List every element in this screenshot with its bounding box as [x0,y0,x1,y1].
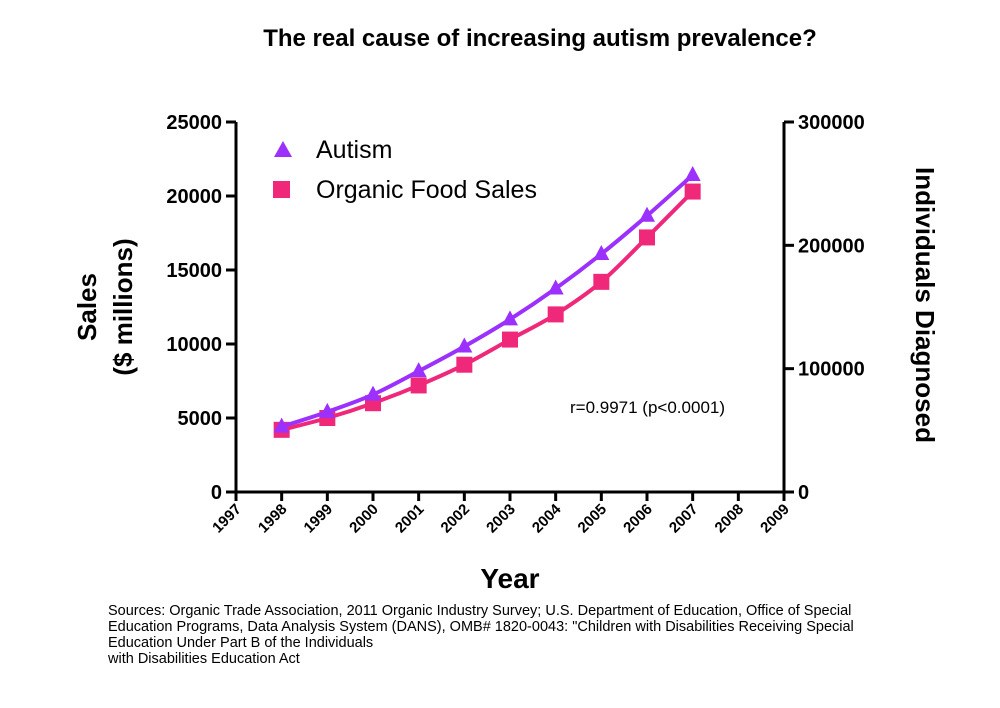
data-point-autism [410,362,427,378]
x-tick-label: 1997 [209,501,245,537]
x-ticks: 1997 1998 1999 2000 2001 2002 2003 2004 2005 2006… [209,492,793,536]
right-tick-label: 300000 [798,112,865,134]
sources-line-3: Education Under Part B of the Individual… [108,635,374,651]
data-point-organic-food-sales [410,377,427,394]
x-tick-label: 2005 [575,501,611,537]
left-tick-label: 0 [211,482,222,504]
left-tick-label: 25000 [166,112,222,134]
x-tick-label: 2004 [529,500,565,536]
left-tick-label: 15000 [166,260,222,282]
data-point-organic-food-sales [684,183,701,200]
data-point-organic-food-sales [456,356,473,373]
sources-note: Sources: Organic Trade Association, 2011… [108,603,988,667]
x-tick-label: 1998 [255,501,291,537]
left-tick-label: 10000 [166,334,222,356]
x-tick-label: 2007 [666,501,702,537]
legend-autism-label: Autism [316,136,392,164]
data-point-autism [547,279,564,295]
x-tick-label: 2002 [438,501,474,537]
chart: The real cause of increasing autism prev… [72,25,940,594]
x-tick-label: 2008 [712,501,748,537]
legend-organic-label: Organic Food Sales [316,176,537,204]
right-tick-label: 100000 [798,359,865,381]
y-axis-label-left-line2: ($ millions) [108,238,138,375]
y-axis-label-right: Individuals Diagnosed [910,167,940,443]
legend-organic-marker [273,181,290,198]
right-ticks: 0 100000 200000 300000 [784,112,865,504]
data-point-autism [456,337,473,353]
x-tick-label: 2006 [620,501,656,537]
right-tick-label: 200000 [798,235,865,257]
y-axis-label-left-line1: Sales [72,273,102,341]
right-tick-label: 0 [798,482,809,504]
x-tick-label: 1999 [301,501,337,537]
data-point-organic-food-sales [547,306,564,323]
data-point-organic-food-sales [593,273,610,290]
sources-line-4: with Disabilities Education Act [108,651,300,667]
series-line-organic-food-sales [281,190,695,432]
chart-title: The real cause of increasing autism prev… [263,25,817,52]
x-tick-label: 2000 [346,501,382,537]
x-tick-label: 2003 [483,501,519,537]
left-tick-label: 20000 [166,186,222,208]
data-point-autism [502,310,518,326]
left-tick-label: 5000 [178,408,223,430]
sources-line-1: Sources: Organic Trade Association, 2011… [108,603,852,619]
data-point-autism [319,402,336,418]
data-point-organic-food-sales [639,229,655,246]
data-point-autism [639,206,655,222]
series-line-autism [281,173,694,429]
correlation-annotation: r=0.9971 (p<0.0001) [570,398,725,417]
x-tick-label: 2001 [392,501,428,537]
legend-autism-marker [274,141,292,157]
data-point-autism [273,417,290,433]
series-layer [273,166,701,438]
left-ticks: 0 5000 10000 15000 20000 25000 [166,112,236,504]
data-point-autism [593,244,610,260]
data-point-autism [365,385,381,401]
x-tick-label: 2009 [757,501,793,537]
x-axis-label: Year [480,563,539,594]
sources-line-2: Education Programs, Data Analysis System… [108,619,854,635]
legend: Autism Organic Food Sales [273,136,537,204]
data-point-organic-food-sales [502,331,518,348]
data-point-autism [684,166,701,182]
